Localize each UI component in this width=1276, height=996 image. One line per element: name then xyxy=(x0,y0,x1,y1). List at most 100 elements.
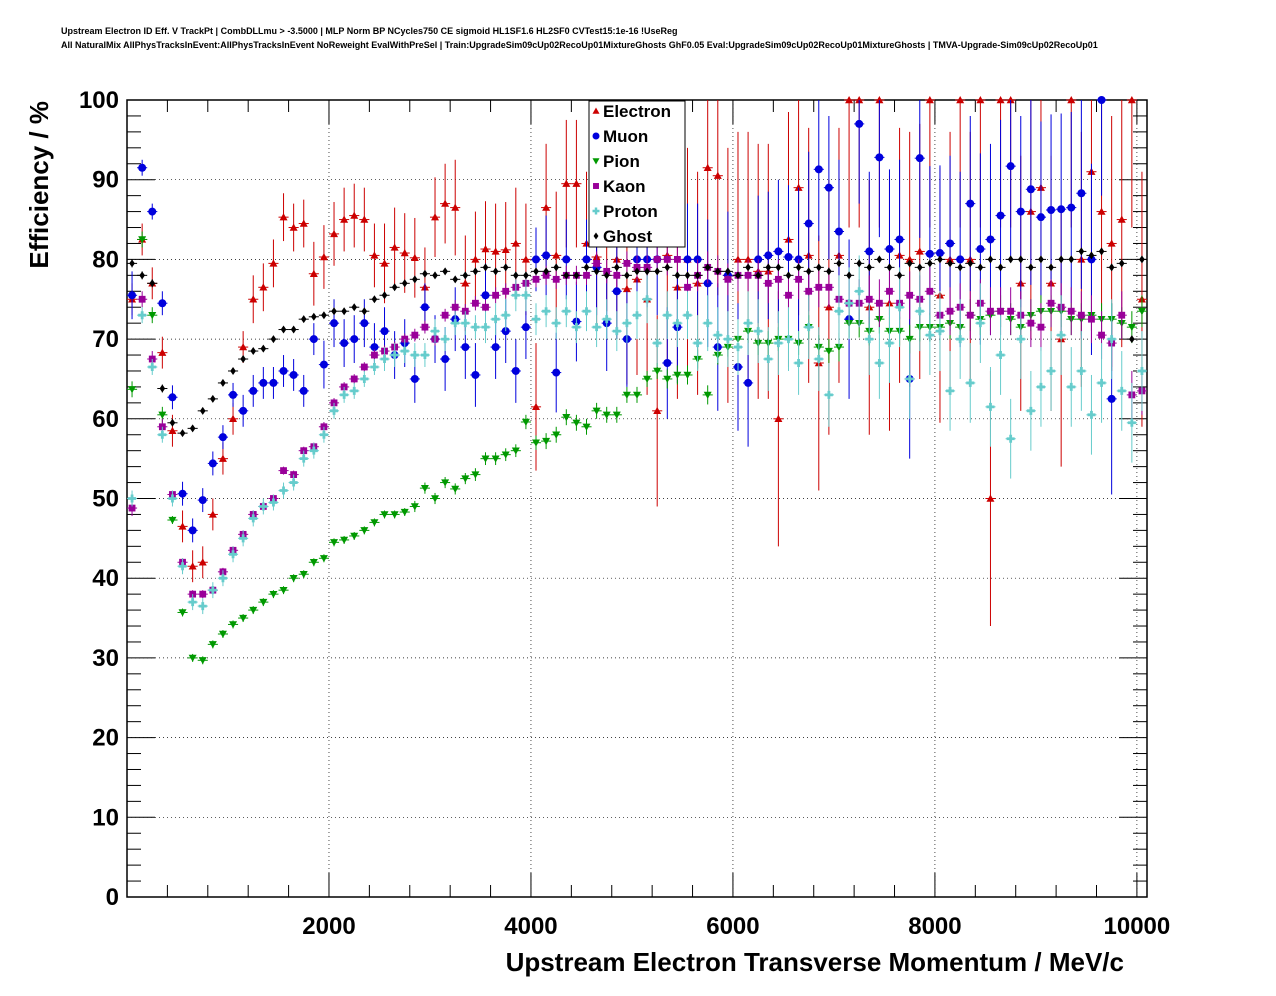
marker xyxy=(1129,335,1135,344)
data-point-muon xyxy=(278,355,289,387)
data-point-electron xyxy=(571,119,582,248)
marker xyxy=(602,411,611,419)
data-point-pion xyxy=(581,418,592,435)
data-point-kaon xyxy=(359,362,370,372)
y-tick-label: 20 xyxy=(92,725,119,752)
data-point-proton xyxy=(1116,351,1127,431)
data-point-pion xyxy=(399,508,410,517)
marker xyxy=(360,319,369,328)
marker xyxy=(926,287,934,295)
marker xyxy=(350,386,359,395)
marker xyxy=(684,283,691,291)
marker xyxy=(289,575,298,583)
marker xyxy=(431,213,440,221)
data-point-electron xyxy=(530,343,542,471)
marker xyxy=(441,199,450,207)
marker xyxy=(1067,307,1075,315)
data-point-electron xyxy=(227,402,239,435)
data-point-pion xyxy=(682,365,693,385)
data-point-ghost xyxy=(844,271,855,280)
data-point-muon xyxy=(127,271,138,320)
marker xyxy=(1097,207,1106,215)
marker xyxy=(299,386,308,395)
data-point-proton xyxy=(743,291,754,356)
data-point-proton xyxy=(965,343,976,423)
marker xyxy=(935,327,944,336)
marker xyxy=(341,307,347,316)
marker xyxy=(239,343,248,351)
marker xyxy=(259,378,268,387)
marker xyxy=(218,433,227,442)
marker xyxy=(784,253,793,262)
marker xyxy=(482,303,489,311)
marker xyxy=(390,351,399,360)
data-point-ghost xyxy=(571,271,582,280)
marker xyxy=(410,253,419,262)
data-point-pion xyxy=(137,231,148,248)
data-point-ghost xyxy=(803,267,814,276)
marker xyxy=(400,508,409,517)
data-point-muon xyxy=(217,425,228,450)
data-point-pion xyxy=(167,516,178,525)
data-point-ghost xyxy=(369,295,380,304)
data-point-proton xyxy=(1035,347,1047,427)
marker xyxy=(1127,96,1136,104)
data-point-proton xyxy=(934,291,946,371)
series-ghost xyxy=(127,247,1147,438)
marker xyxy=(188,562,197,570)
marker xyxy=(937,255,943,264)
data-point-pion xyxy=(318,554,329,563)
marker xyxy=(370,251,379,259)
data-point-muon xyxy=(581,219,592,300)
data-point-proton xyxy=(268,494,279,511)
data-point-proton xyxy=(773,311,784,375)
data-point-pion xyxy=(591,402,602,419)
data-point-pion xyxy=(147,307,158,324)
x-tick-label: 2000 xyxy=(302,913,355,940)
legend-entry-kaon: Kaon xyxy=(593,177,646,196)
marker xyxy=(309,335,318,344)
marker xyxy=(764,279,772,287)
marker xyxy=(309,446,318,455)
data-point-ghost xyxy=(520,271,531,280)
marker xyxy=(420,303,429,312)
marker xyxy=(451,319,460,328)
marker xyxy=(804,323,813,332)
data-point-pion xyxy=(177,608,188,617)
marker xyxy=(1127,418,1136,427)
data-point-ghost xyxy=(308,312,319,321)
marker xyxy=(331,307,337,316)
data-point-pion xyxy=(470,468,481,481)
data-series xyxy=(127,96,1147,665)
marker xyxy=(1137,366,1146,375)
data-point-proton xyxy=(500,299,511,332)
data-point-ghost xyxy=(349,303,360,312)
marker xyxy=(421,323,429,331)
data-point-proton xyxy=(591,307,602,348)
data-point-electron xyxy=(339,187,350,252)
data-point-pion xyxy=(298,570,309,579)
x-tick-label: 6000 xyxy=(706,913,759,940)
data-point-proton xyxy=(480,311,491,344)
marker xyxy=(967,259,974,268)
data-point-proton xyxy=(1046,331,1057,411)
data-point-ghost xyxy=(1015,255,1026,264)
marker xyxy=(1097,378,1106,387)
data-point-muon xyxy=(1076,100,1087,289)
data-point-pion xyxy=(672,365,683,385)
data-point-ghost xyxy=(945,259,956,268)
marker xyxy=(239,406,248,415)
data-point-muon xyxy=(914,100,925,238)
data-point-muon xyxy=(349,315,360,364)
marker xyxy=(1118,259,1125,268)
marker xyxy=(713,331,722,340)
data-point-pion xyxy=(561,409,572,426)
data-point-proton xyxy=(440,327,451,352)
data-point-pion xyxy=(440,476,451,489)
marker xyxy=(148,362,157,371)
marker xyxy=(1026,185,1035,194)
data-point-pion xyxy=(571,414,582,431)
marker xyxy=(704,263,711,272)
data-point-ghost xyxy=(551,263,562,272)
data-point-ghost xyxy=(722,267,733,276)
